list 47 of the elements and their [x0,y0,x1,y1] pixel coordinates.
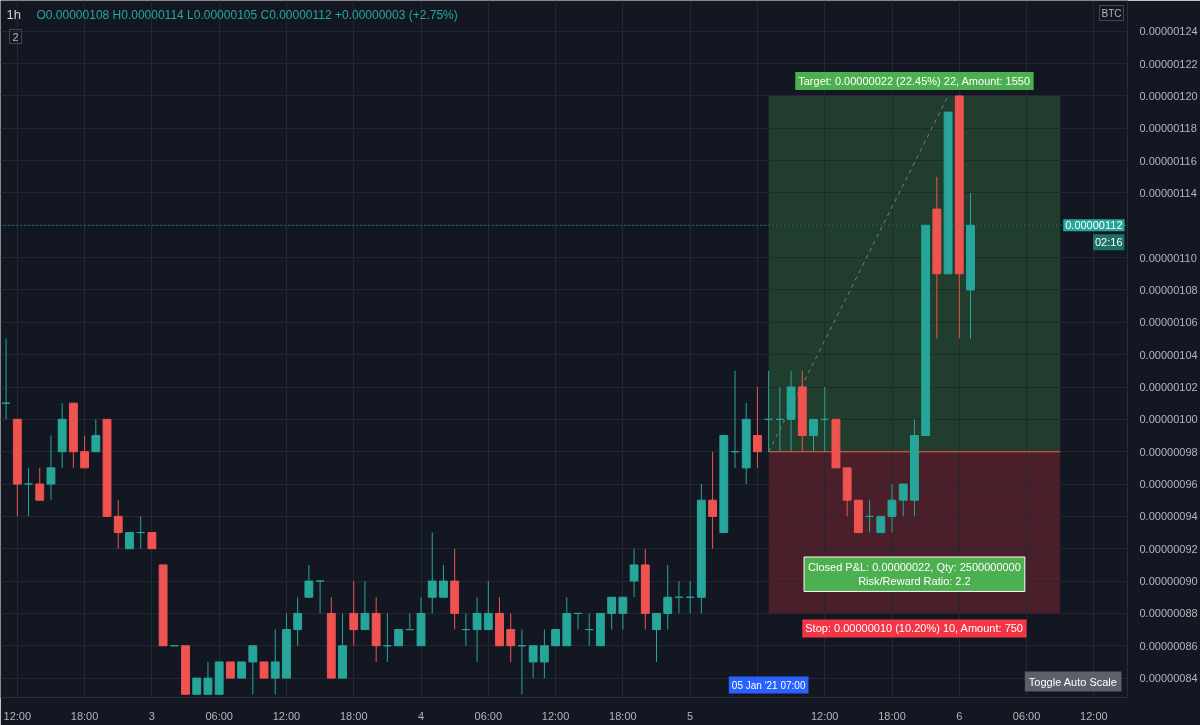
annotation: Closed P&L: 0.00000022, Qty: 2500000000 Risk/Reward Ratio: 2.2 [808,561,1021,588]
y-tick-label: 0.00000096 [1139,478,1198,491]
y-tick-label: 0.00000114 [1139,186,1197,199]
y-tick-label: 0.00000090 [1139,575,1198,588]
x-tick-label: 12:00 [1080,709,1108,722]
y-tick-label: 0.00000118 [1139,122,1197,135]
x-tick-label: 18:00 [878,709,906,722]
y-tick-label: 0.00000116 [1139,154,1197,167]
y-tick-label: 0.00000094 [1139,510,1198,523]
annotation: Toggle Auto Scale [1028,675,1117,688]
x-tick-label: 12:00 [3,709,32,722]
y-tick-label: 0.00000104 [1139,348,1198,361]
x-tick-label: 5 [687,709,694,722]
annotation: 2 [12,30,19,43]
x-tick-label: 06:00 [474,709,503,722]
annotation: 02:16 [1094,236,1123,249]
x-tick-label: 18:00 [609,709,637,722]
x-tick-label: 06:00 [205,709,233,722]
annotation: 05 Jan '21 07:00 [731,679,806,691]
y-tick-label: 0.00000124 [1139,25,1198,38]
y-tick-label: 0.00000084 [1139,672,1198,685]
y-tick-label: 0.00000088 [1139,607,1198,620]
annotation: Stop: 0.00000010 (10.20%) 10, Amount: 750 [805,622,1023,635]
y-tick-label: 0.00000122 [1139,57,1198,70]
x-tick-label: 3 [148,709,155,722]
y-tick-label: 0.00000110 [1139,251,1197,264]
x-tick-label: 18:00 [339,709,368,722]
y-tick-label: 0.00000098 [1139,445,1198,458]
y-tick-label: 0.00000108 [1139,283,1198,296]
x-tick-label: 12:00 [810,709,839,722]
x-tick-label: 12:00 [541,709,570,722]
x-tick-label: 18:00 [70,709,99,722]
text: 1h [6,6,21,22]
x-tick-label: 06:00 [1012,709,1041,722]
ref-line-label: 0.00000112 [1065,219,1123,232]
y-tick-label: 0.00000092 [1139,542,1198,555]
x-tick-label: 12:00 [272,709,301,722]
x-tick-label: 6 [956,709,963,722]
y-tick-label: 0.00000086 [1139,639,1198,652]
y-tick-label: 0.00000102 [1139,381,1198,393]
x-tick-label: 4 [417,709,425,722]
y-axis-title: BTC [1101,7,1122,19]
y-tick-label: 0.00000100 [1139,413,1198,426]
y-tick-label: 0.00000106 [1139,316,1198,329]
annotation: Target: 0.00000022 (22.45%) 22, Amount: 1550 [798,74,1031,87]
y-tick-label: 0.00000120 [1139,89,1198,102]
text: O0.00000108 H0.00000114 L0.00000105 C0.00000112 +0.00000003 (+2.75%) [36,7,458,22]
